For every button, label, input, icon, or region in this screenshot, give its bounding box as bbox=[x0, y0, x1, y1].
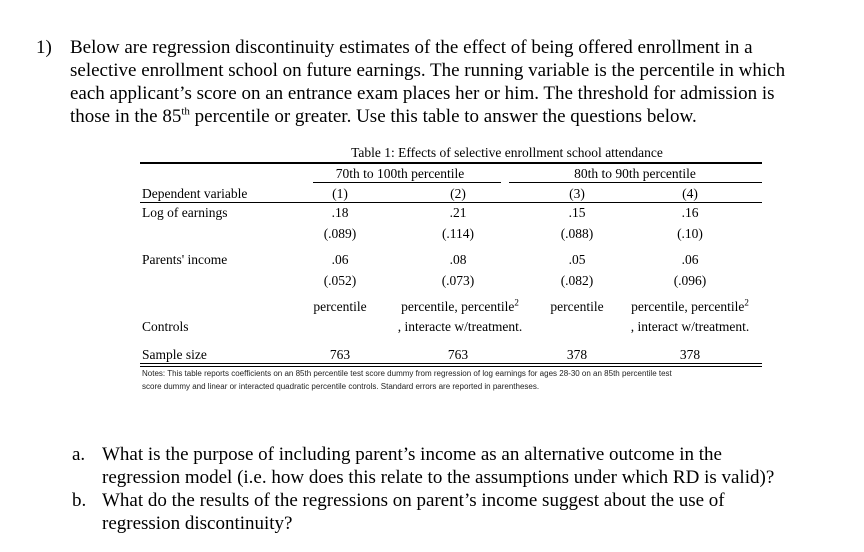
coef: .21 bbox=[449, 205, 467, 220]
row-header: Dependent variable bbox=[142, 186, 248, 201]
controls-text: percentile, percentile bbox=[631, 299, 745, 314]
subquestion-line: What is the purpose of including parent’… bbox=[102, 444, 722, 465]
coef: .05 bbox=[568, 252, 586, 267]
std-error: (.082) bbox=[560, 273, 594, 288]
row-label: Controls bbox=[142, 319, 189, 334]
controls-value: , interact w/treatment. bbox=[631, 319, 749, 335]
subquestion-line: What do the results of the regressions o… bbox=[102, 490, 725, 511]
bottom-rule bbox=[140, 363, 762, 364]
column-header: (3) bbox=[569, 186, 585, 201]
std-error: (.089) bbox=[323, 226, 357, 241]
question-line: each applicant’s score on an entrance ex… bbox=[70, 83, 775, 104]
subquestion-line: regression discontinuity? bbox=[102, 513, 293, 534]
std-error: (.096) bbox=[673, 273, 707, 288]
column-header: (1) bbox=[332, 186, 348, 201]
sample-size: 378 bbox=[566, 347, 588, 362]
controls-overlap: , interacte bbox=[397, 319, 451, 334]
table-note: Notes: This table reports coefficients o… bbox=[142, 369, 672, 378]
coef: .15 bbox=[568, 205, 586, 220]
superscript: th bbox=[181, 105, 190, 118]
subquestion-letter: b. bbox=[72, 490, 87, 511]
controls-value: percentile, percentile2 bbox=[631, 297, 749, 315]
table-title: Table 1: Effects of selective enrollment… bbox=[351, 145, 663, 160]
controls-value: percentile bbox=[550, 299, 604, 314]
coef: .06 bbox=[331, 252, 349, 267]
superscript: 2 bbox=[744, 297, 749, 308]
row-label: Sample size bbox=[142, 347, 207, 362]
question-line: Below are regression discontinuity estim… bbox=[70, 37, 753, 58]
group-header: 80th to 90th percentile bbox=[574, 166, 696, 181]
row-label: Log of earnings bbox=[142, 205, 228, 220]
sample-size: 763 bbox=[447, 347, 469, 362]
question-number: 1) bbox=[36, 37, 52, 58]
controls-text: w/treatment. bbox=[681, 319, 750, 334]
controls-text: w/treatment. bbox=[454, 319, 523, 334]
controls-value: percentile, percentile2 bbox=[401, 297, 519, 315]
question-line: those in the 85th percentile or greater.… bbox=[70, 105, 697, 128]
coef: .06 bbox=[681, 252, 699, 267]
coef: .08 bbox=[449, 252, 467, 267]
sample-size: 763 bbox=[329, 347, 351, 362]
std-error: (.088) bbox=[560, 226, 594, 241]
controls-overlap: , interact bbox=[630, 319, 678, 334]
controls-value: percentile bbox=[313, 299, 367, 314]
controls-value: , interacte w/treatment. bbox=[398, 319, 522, 335]
subquestion-letter: a. bbox=[72, 444, 86, 465]
top-rule bbox=[140, 162, 762, 164]
row-label: Parents' income bbox=[142, 252, 228, 267]
table-note: score dummy and linear or interacted qua… bbox=[142, 382, 540, 391]
subquestion-line: regression model (i.e. how does this rel… bbox=[102, 467, 775, 488]
group-rule bbox=[313, 182, 501, 183]
std-error: (.052) bbox=[323, 273, 357, 288]
group-header: 70th to 100th percentile bbox=[335, 166, 465, 181]
group-rule bbox=[509, 182, 762, 183]
sample-size: 378 bbox=[679, 347, 701, 362]
std-error: (.073) bbox=[441, 273, 475, 288]
bottom-rule bbox=[140, 366, 762, 367]
std-error: (.114) bbox=[441, 226, 475, 241]
std-error: (.10) bbox=[677, 226, 703, 241]
question-text: those in the 85 bbox=[70, 106, 182, 127]
coef: .18 bbox=[331, 205, 349, 220]
header-rule bbox=[140, 202, 762, 203]
controls-text: percentile, percentile bbox=[401, 299, 515, 314]
column-header: (4) bbox=[682, 186, 698, 201]
coef: .16 bbox=[681, 205, 699, 220]
column-header: (2) bbox=[450, 186, 466, 201]
question-line: selective enrollment school on future ea… bbox=[70, 60, 786, 81]
question-text: percentile or greater. Use this table to… bbox=[189, 106, 697, 127]
superscript: 2 bbox=[514, 297, 519, 308]
